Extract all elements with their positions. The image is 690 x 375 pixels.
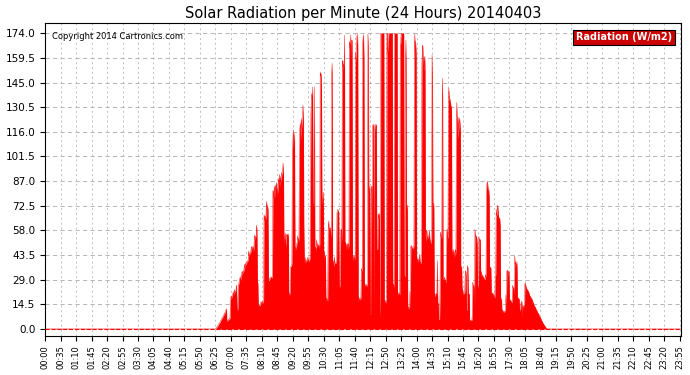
Text: Copyright 2014 Cartronics.com: Copyright 2014 Cartronics.com [52, 33, 183, 42]
Title: Solar Radiation per Minute (24 Hours) 20140403: Solar Radiation per Minute (24 Hours) 20… [185, 6, 542, 21]
Text: Radiation (W/m2): Radiation (W/m2) [575, 33, 672, 42]
